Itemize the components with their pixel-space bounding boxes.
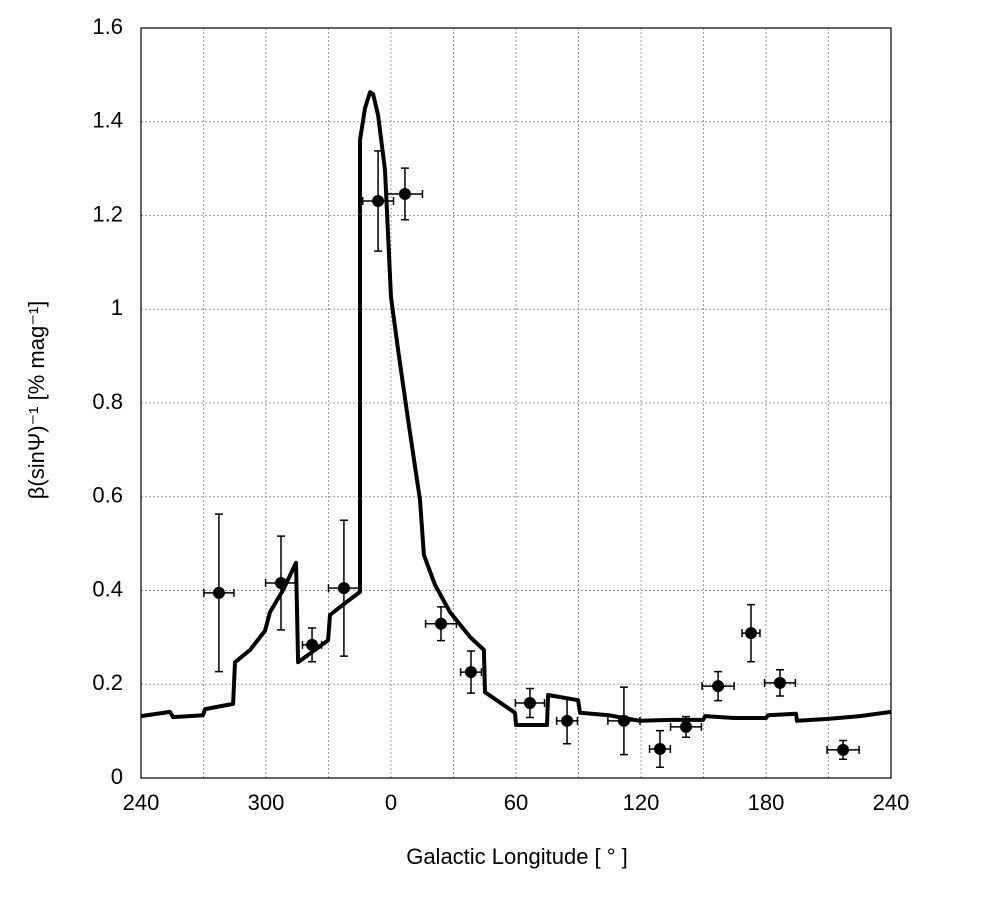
data-point [773, 676, 786, 689]
y-tick-label: 0 [111, 764, 123, 789]
data-point [435, 617, 447, 630]
x-tick-label: 0 [385, 790, 397, 815]
data-point [465, 666, 477, 679]
x-tick-label: 120 [623, 790, 660, 815]
y-axis-label: β(sinΨ)⁻¹ [% mag⁻¹] [24, 301, 49, 500]
data-point [372, 194, 385, 207]
data-point [337, 582, 350, 595]
data-point [306, 638, 319, 651]
data-point [745, 627, 757, 640]
x-tick-label: 180 [748, 790, 785, 815]
y-tick-label: 0.2 [92, 670, 123, 695]
x-tick-label: 300 [248, 790, 285, 815]
y-tick-label: 1.6 [92, 14, 123, 39]
data-point [617, 714, 630, 727]
data-point [712, 680, 725, 693]
model-curve [140, 90, 892, 727]
data-point [653, 742, 666, 755]
data-point [561, 714, 574, 727]
y-tick-label: 1 [111, 295, 123, 320]
plot-frame [140, 27, 892, 779]
data-point [212, 586, 225, 599]
y-tick-label: 1.2 [92, 201, 123, 226]
data-point [837, 743, 850, 756]
data-point [523, 697, 536, 709]
x-tick-label: 240 [873, 790, 910, 815]
x-axis-label: Galactic Longitude [ ° ] [406, 844, 628, 869]
data-point [680, 720, 692, 733]
y-tick-label: 1.4 [92, 108, 123, 133]
data-point [275, 577, 287, 589]
y-tick-label: 0.4 [92, 576, 123, 601]
x-tick-label: 60 [504, 790, 528, 815]
y-tick-label: 0.6 [92, 483, 123, 508]
x-tick-label: 240 [123, 790, 160, 815]
y-tick-label: 0.8 [92, 389, 123, 414]
data-point [398, 187, 411, 200]
